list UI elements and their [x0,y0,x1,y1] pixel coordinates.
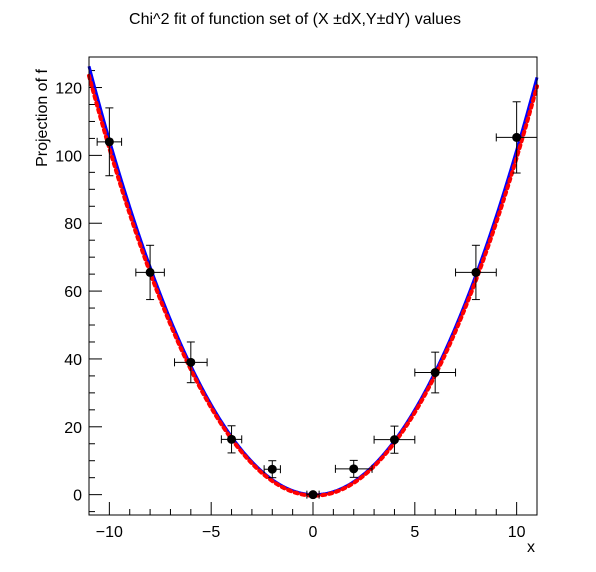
point-marker [389,435,399,445]
x-tick-label: 5 [410,524,419,541]
chart-title: Chi^2 fit of function set of (X ±dX,Y±dY… [129,11,461,28]
plot-frame [88,56,538,516]
data-point [334,459,373,478]
y-axis-label: Projection of f [34,69,51,167]
x-tick-label: −10 [96,524,123,541]
x-axis-label: x [527,539,535,556]
data-point [220,425,243,454]
point-marker [104,137,114,147]
point-marker [471,267,481,277]
data-point [373,425,416,454]
x-tick-label: 10 [508,524,526,541]
y-tick-label: 0 [73,488,82,505]
y-tick-label: 20 [64,420,82,437]
y-tick-label: 80 [64,216,82,233]
point-marker [308,490,318,500]
point-marker [349,464,359,474]
data-point [174,341,208,384]
data-point [96,107,123,177]
data-points [96,101,538,500]
x-tick-label: 0 [309,524,318,541]
point-marker [430,368,440,378]
x-tick-label: −5 [202,524,220,541]
data-point [414,351,457,394]
data-point [306,490,320,500]
data-point [263,460,281,479]
point-marker [145,267,155,277]
data-point [495,101,538,174]
point-marker [512,132,522,142]
y-tick-label: 60 [64,284,82,301]
data-point [135,244,165,301]
data-point [455,244,497,301]
point-marker [186,357,196,367]
y-tick-label: 120 [55,81,82,98]
point-marker [227,434,237,444]
y-tick-label: 100 [55,148,82,165]
point-marker [267,464,277,474]
y-tick-label: 40 [64,352,82,369]
